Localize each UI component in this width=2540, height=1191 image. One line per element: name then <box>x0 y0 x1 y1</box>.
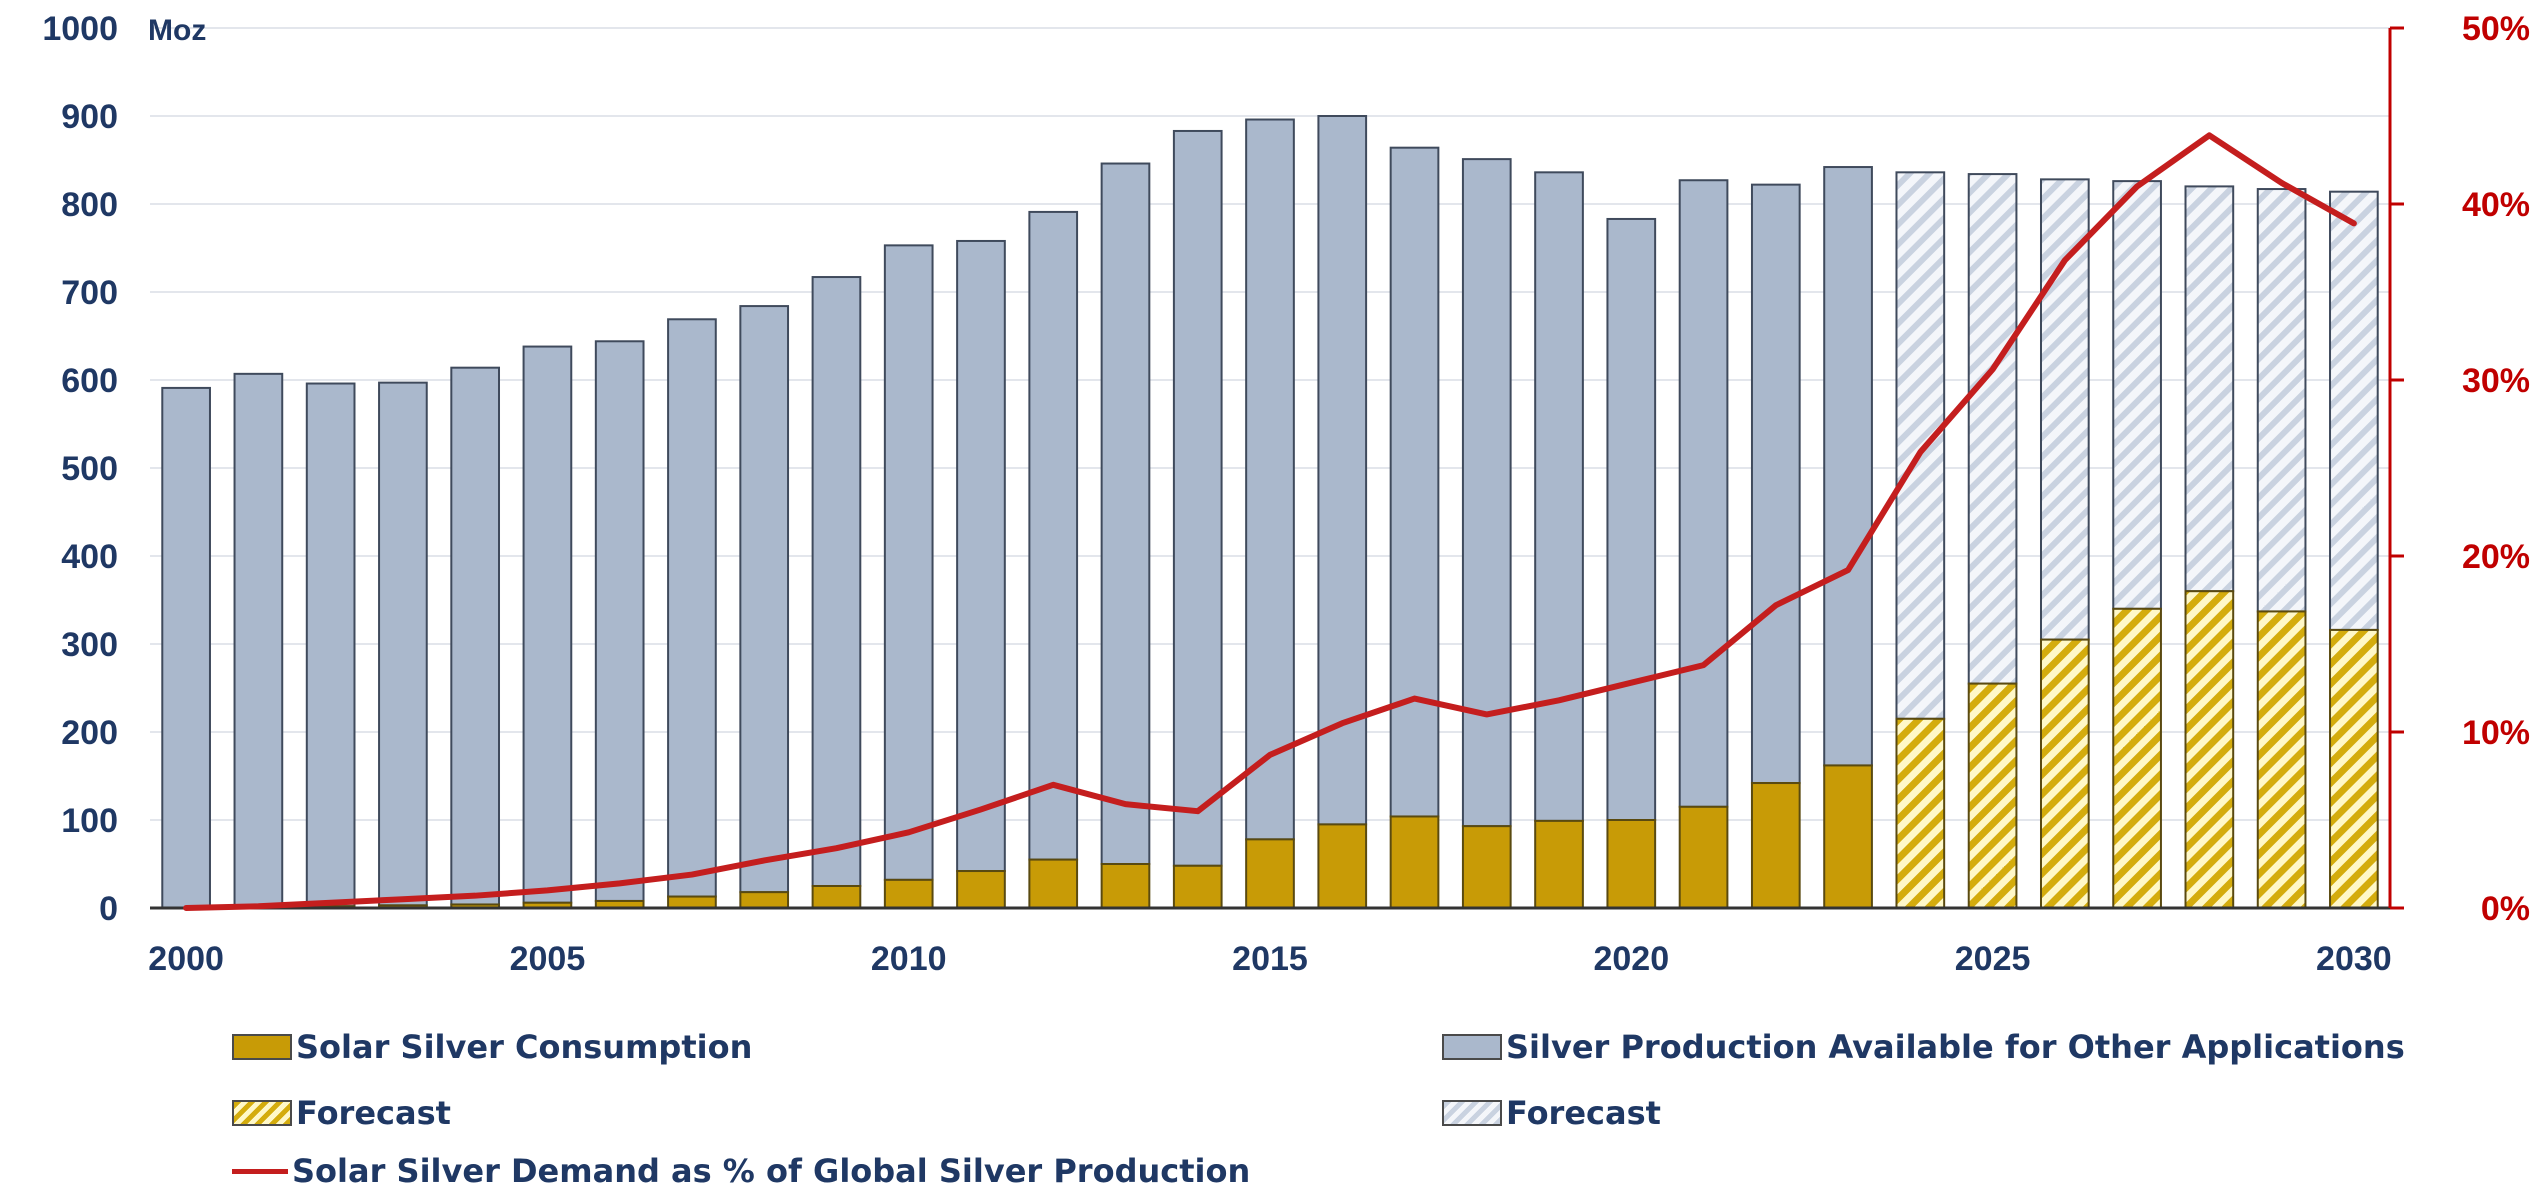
bar-solar-forecast <box>2184 590 2235 909</box>
bar-other <box>883 244 934 881</box>
y-tick-label: 0 <box>99 890 118 928</box>
bar-solar <box>1172 864 1223 910</box>
y-tick-label: 800 <box>61 186 118 224</box>
bar-other <box>161 386 211 910</box>
bar-other <box>739 305 790 894</box>
bar-other <box>956 239 1006 873</box>
y2-tick-label: 50% <box>2462 10 2530 48</box>
bar-other <box>450 366 501 906</box>
bar-solar <box>1028 858 1079 909</box>
bar-solar-forecast <box>2329 628 2379 909</box>
bar-other <box>1389 146 1440 818</box>
bar-other <box>1461 158 1512 828</box>
bar-solar <box>1606 819 1657 909</box>
bar-other <box>1245 118 1295 841</box>
bar-other <box>522 345 573 904</box>
tick-labels: 0 100 200 300 400 500 600 700 800 900 1000 0% 10% 20%… <box>42 10 2530 978</box>
bar-other-forecast <box>1895 171 1946 720</box>
x-tick-label: 2010 <box>871 940 947 978</box>
bar-other <box>1606 217 1657 821</box>
bar-solar <box>1678 805 1729 909</box>
bar-solar <box>1823 764 1873 909</box>
bar-other <box>811 276 862 888</box>
y-unit-label: Moz <box>148 14 206 47</box>
bars <box>161 115 2379 910</box>
bar-solar <box>811 885 862 909</box>
x-tick-label: 2025 <box>1955 940 2031 978</box>
y2-tick-label: 40% <box>2462 186 2530 224</box>
y-tick-label: 400 <box>61 538 118 576</box>
bar-solar <box>1245 838 1295 909</box>
y-tick-label: 600 <box>61 362 118 400</box>
bar-other-forecast <box>2112 180 2162 610</box>
bar-other <box>1750 183 1801 785</box>
y-tick-label: 100 <box>61 802 118 840</box>
bar-solar <box>1389 815 1440 909</box>
bar-solar <box>667 895 717 909</box>
x-tick-label: 2030 <box>2316 940 2392 978</box>
bar-other <box>233 372 284 909</box>
bar-other <box>305 382 356 908</box>
axes: Moz <box>148 14 2392 910</box>
y-tick-label: 700 <box>61 274 118 312</box>
percent-line <box>183 132 2357 911</box>
bar-solar <box>956 870 1006 909</box>
bar-solar <box>1317 823 1368 910</box>
y-tick-label: 500 <box>61 450 118 488</box>
y-tick-label: 300 <box>61 626 118 664</box>
bar-other-forecast <box>1967 173 2018 685</box>
bar-other <box>378 381 428 907</box>
bar-other-forecast <box>2039 178 2090 641</box>
bar-solar <box>1534 819 1584 910</box>
bar-solar <box>883 878 934 910</box>
bar-other-forecast <box>2184 185 2235 593</box>
bar-solar <box>739 891 790 909</box>
x-tick-label: 2005 <box>510 940 586 978</box>
bar-other <box>1678 179 1729 808</box>
y-tick-label: 200 <box>61 714 118 752</box>
y-tick-label: 1000 <box>42 10 118 48</box>
bar-other <box>1172 129 1223 867</box>
bar-solar-forecast <box>2112 607 2162 909</box>
bar-other-forecast <box>2329 190 2379 631</box>
y2-tick-label: 10% <box>2462 714 2530 752</box>
bar-other <box>1317 115 1368 826</box>
x-tick-label: 2015 <box>1232 940 1308 978</box>
x-tick-label: 2020 <box>1593 940 1669 978</box>
bar-other <box>1823 166 1873 767</box>
x-tick-label: 2000 <box>148 940 224 978</box>
bar-other <box>1534 171 1584 822</box>
bar-solar <box>1100 863 1151 909</box>
bar-solar-forecast <box>2256 610 2307 909</box>
bar-solar-forecast <box>2039 638 2090 909</box>
bar-other-forecast <box>2256 188 2307 613</box>
bar-solar-forecast <box>1967 682 2018 909</box>
bar-solar <box>1750 782 1801 909</box>
bar-other <box>667 318 717 898</box>
bar-solar-forecast <box>1895 717 1946 909</box>
y-tick-label: 900 <box>61 98 118 136</box>
bar-solar <box>1461 825 1512 909</box>
bar-other <box>594 340 645 902</box>
y2-tick-label: 30% <box>2462 362 2530 400</box>
line-solar-demand-percent <box>183 132 2357 911</box>
bar-other <box>1100 162 1151 865</box>
bar-other <box>1028 210 1079 861</box>
y2-tick-label: 20% <box>2462 538 2530 576</box>
y2-tick-label: 0% <box>2481 890 2530 928</box>
